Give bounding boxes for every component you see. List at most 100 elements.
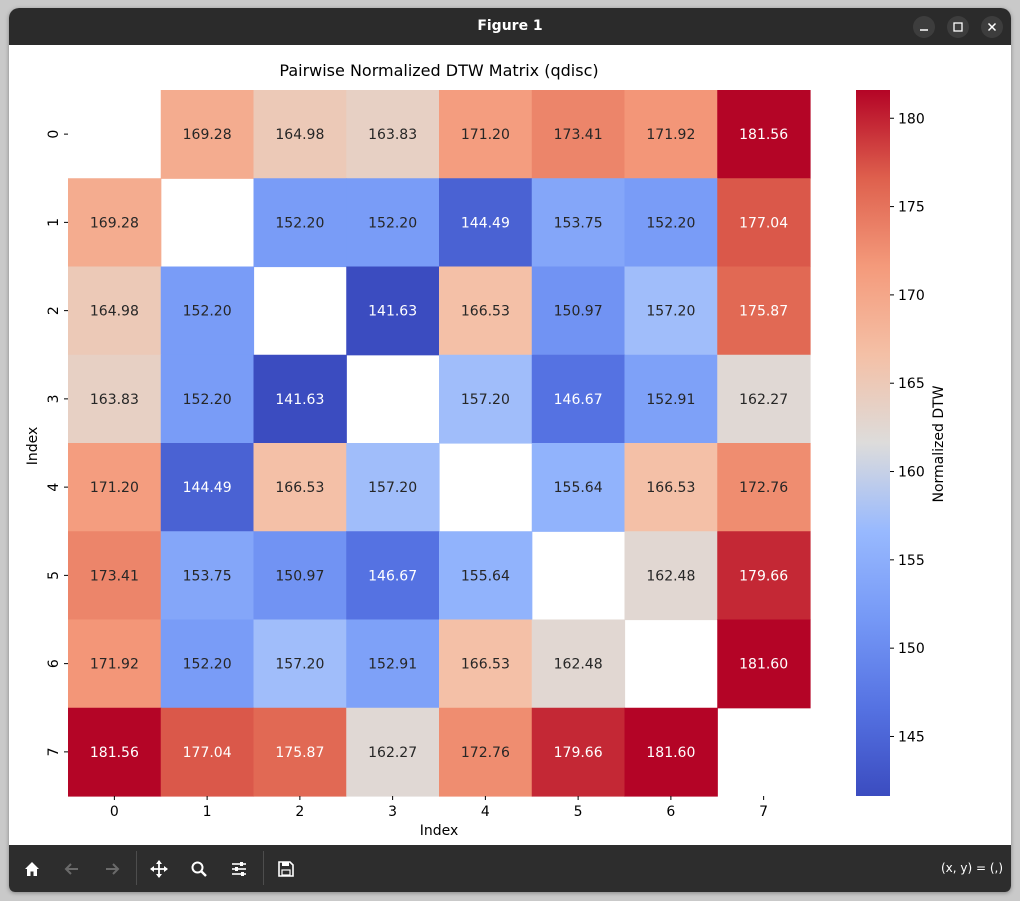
heatmap-cell (439, 531, 533, 621)
cell-annotation: 152.91 (368, 657, 417, 673)
cell-annotation: 175.87 (275, 745, 324, 761)
y-tick-label: 1 (46, 218, 62, 227)
figure-canvas[interactable]: Pairwise Normalized DTW Matrix (qdisc) 1… (9, 45, 1011, 845)
heatmap-cell (346, 443, 440, 532)
y-tick-label: 3 (46, 394, 62, 403)
heatmap-cell (717, 266, 811, 356)
cell-annotation: 157.20 (461, 392, 510, 408)
heatmap-cell (717, 178, 811, 268)
heatmap-cell (160, 266, 255, 356)
maximize-icon (953, 22, 963, 32)
heatmap-cell (346, 707, 440, 797)
title-bar: Figure 1 (9, 8, 1011, 45)
coordinate-readout: (x, y) = (,) (940, 861, 1003, 875)
maximize-button[interactable] (947, 16, 969, 38)
heatmap-cell (624, 90, 718, 179)
y-axis-ticks: 0 1 2 3 4 5 6 7 (46, 130, 68, 756)
cell-annotation: 152.91 (646, 392, 695, 408)
heatmap-cell (624, 266, 718, 356)
y-tick-label: 7 (46, 747, 62, 756)
toolbar-separator (136, 851, 137, 885)
heatmap-cell (531, 619, 626, 709)
y-tick-label: 4 (46, 483, 62, 492)
colorbar-tick-label: 150 (898, 641, 925, 657)
heatmap-cell (68, 178, 162, 268)
cell-annotation: 162.27 (368, 745, 417, 761)
pan-icon (150, 860, 168, 878)
x-tick-label: 1 (203, 804, 212, 820)
heatmap-cell (346, 619, 440, 709)
back-button[interactable] (58, 855, 86, 883)
cell-annotation: 179.66 (554, 745, 603, 761)
heatmap-cell (717, 443, 811, 532)
home-button[interactable] (18, 855, 46, 883)
cell-annotation: 171.92 (90, 657, 139, 673)
cell-annotation: 150.97 (554, 304, 603, 320)
y-tick-label: 6 (46, 659, 62, 668)
minimize-button[interactable] (913, 16, 935, 38)
x-axis-label: Index (420, 823, 459, 839)
heatmap-cell (439, 90, 533, 179)
close-button[interactable] (981, 16, 1003, 38)
heatmap-cell (160, 707, 255, 797)
heatmap-cell (346, 266, 440, 356)
forward-arrow-icon (106, 863, 120, 875)
cell-annotation: 172.76 (461, 745, 510, 761)
heatmap-cell (439, 178, 533, 268)
colorbar: 145 150 155 160 165 170 175 180 (856, 90, 925, 796)
forward-button[interactable] (98, 855, 126, 883)
heatmap-cell (253, 619, 347, 709)
y-tick-label: 2 (46, 306, 62, 315)
heatmap-cell (624, 354, 718, 444)
heatmap-cell (346, 531, 440, 621)
heatmap-cell (253, 707, 347, 797)
configure-subplots-button[interactable] (225, 855, 253, 883)
configure-subplots-icon (232, 862, 246, 876)
cell-annotation: 172.76 (739, 480, 788, 496)
colorbar-tick-label: 175 (898, 200, 925, 216)
cell-annotation: 155.64 (461, 568, 510, 584)
save-button[interactable] (272, 855, 300, 883)
heatmap-cell (68, 354, 162, 444)
heatmap-cell (531, 90, 626, 179)
zoom-icon (191, 861, 207, 877)
zoom-button[interactable] (185, 855, 213, 883)
cell-annotation: 162.48 (646, 568, 695, 584)
heatmap-cell (253, 531, 347, 621)
colorbar-tick-label: 155 (898, 553, 925, 569)
cell-annotation: 152.20 (275, 215, 324, 231)
cell-annotation: 171.92 (646, 127, 695, 143)
heatmap-cell (68, 443, 162, 532)
x-tick-label: 7 (759, 804, 768, 820)
close-icon (987, 22, 997, 32)
cell-annotation: 179.66 (739, 568, 788, 584)
cell-annotation: 181.60 (739, 657, 788, 673)
cell-annotation: 152.20 (183, 657, 232, 673)
heatmap-cell (346, 178, 440, 268)
pan-button[interactable] (145, 855, 173, 883)
save-icon (278, 861, 294, 877)
x-tick-label: 3 (388, 804, 397, 820)
heatmap-cell (624, 443, 718, 532)
heatmap-cell (68, 707, 162, 797)
heatmap-cell (439, 707, 533, 797)
cell-annotation: 152.20 (646, 215, 695, 231)
heatmap-cell (253, 443, 347, 532)
chart-title: Pairwise Normalized DTW Matrix (qdisc) (279, 61, 598, 80)
heatmap-cell (160, 90, 255, 179)
colorbar-tick-label: 170 (898, 288, 925, 304)
cell-annotation: 153.75 (554, 215, 603, 231)
cell-annotation: 155.64 (554, 480, 603, 496)
x-axis-ticks: 0 1 2 3 4 5 6 7 (110, 796, 768, 820)
cell-annotation: 157.20 (646, 304, 695, 320)
heatmap-cell (160, 443, 255, 532)
cell-annotation: 164.98 (90, 304, 139, 320)
window-title: Figure 1 (477, 18, 543, 34)
heatmap-cell (253, 354, 347, 444)
cell-annotation: 173.41 (90, 568, 139, 584)
heatmap-cell (160, 531, 255, 621)
back-arrow-icon (64, 863, 78, 875)
cell-annotation: 153.75 (183, 568, 232, 584)
colorbar-gradient (856, 90, 890, 796)
colorbar-tick-label: 180 (898, 111, 925, 127)
